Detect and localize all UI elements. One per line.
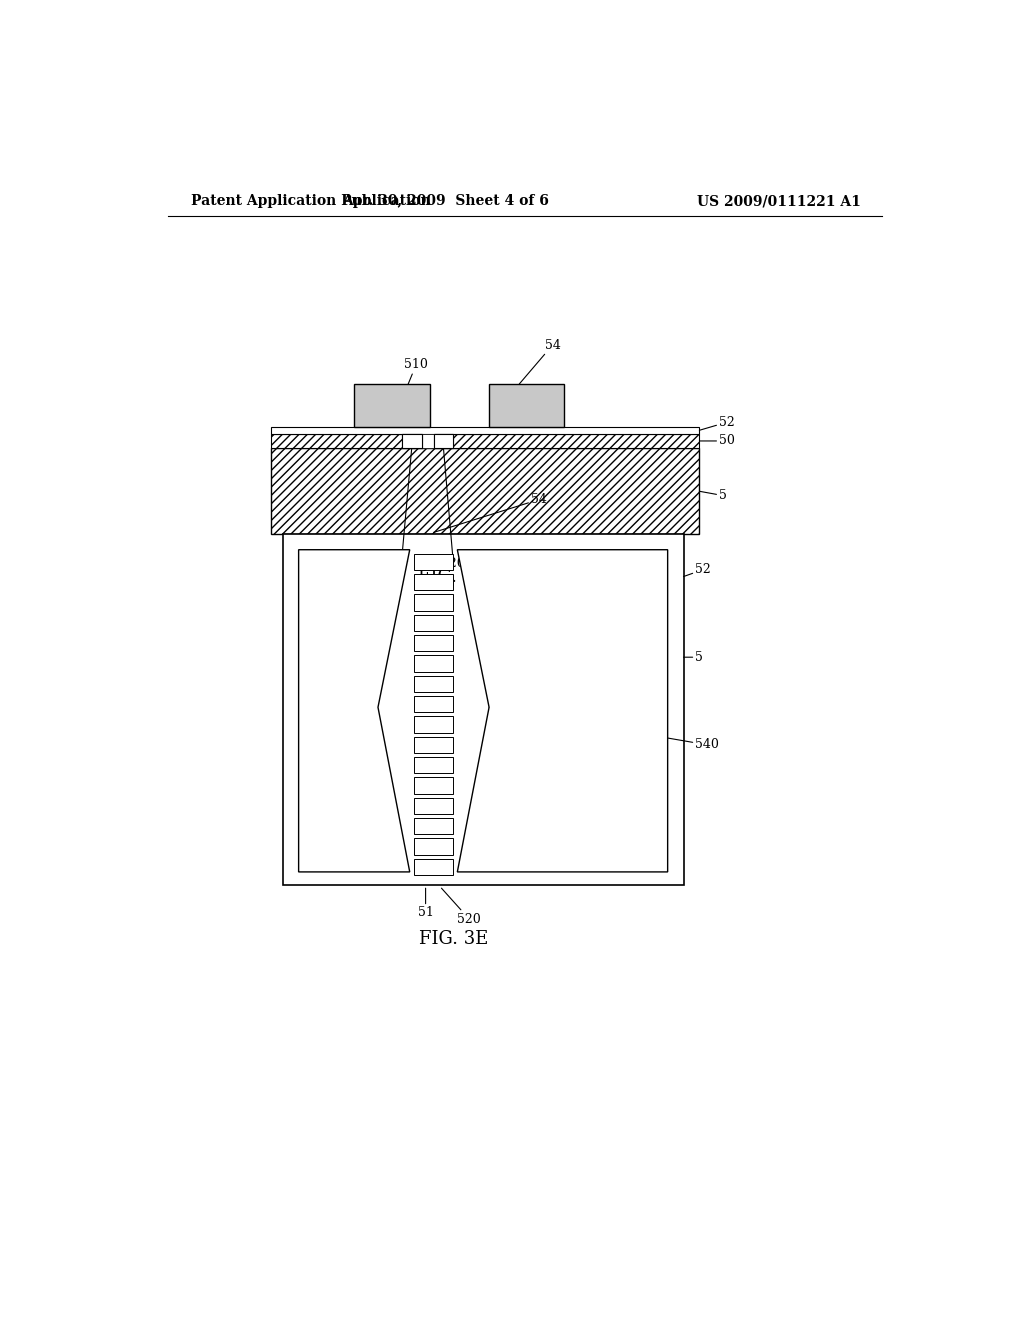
Bar	[414, 554, 454, 570]
Bar	[354, 384, 430, 426]
Text: 5: 5	[699, 490, 727, 502]
Text: 540: 540	[489, 708, 719, 751]
Text: 54: 54	[433, 492, 547, 532]
Text: Patent Application Publication: Patent Application Publication	[191, 194, 431, 209]
Bar	[414, 859, 454, 875]
Text: 52: 52	[699, 416, 735, 430]
Bar	[414, 818, 454, 834]
Bar	[414, 594, 454, 611]
Bar	[414, 696, 454, 713]
Text: Apr. 30, 2009  Sheet 4 of 6: Apr. 30, 2009 Sheet 4 of 6	[342, 194, 549, 209]
Bar	[414, 615, 454, 631]
Bar	[414, 574, 454, 590]
Bar	[489, 384, 564, 426]
Bar	[433, 434, 454, 447]
Bar	[414, 656, 454, 672]
Text: 51: 51	[418, 888, 433, 920]
Text: 54: 54	[519, 338, 560, 384]
Text: 50: 50	[699, 434, 735, 447]
Bar	[270, 447, 699, 535]
Text: US 2009/0111221 A1: US 2009/0111221 A1	[696, 194, 861, 209]
Bar	[401, 434, 422, 447]
Text: 520: 520	[441, 447, 465, 570]
Text: 51: 51	[394, 447, 412, 565]
Bar	[401, 434, 422, 447]
Bar	[414, 797, 454, 814]
Text: FIG. 3D: FIG. 3D	[418, 568, 488, 586]
Bar	[270, 434, 699, 447]
Text: FIG. 3E: FIG. 3E	[419, 931, 488, 948]
Bar	[433, 434, 454, 447]
Bar	[414, 676, 454, 692]
Bar	[414, 758, 454, 774]
Text: 52: 52	[684, 564, 712, 577]
Bar	[270, 426, 699, 434]
Bar	[414, 635, 454, 651]
Bar	[283, 535, 684, 886]
Polygon shape	[299, 549, 410, 873]
Bar	[401, 434, 454, 447]
Text: 520: 520	[441, 888, 481, 925]
Bar	[414, 777, 454, 793]
Text: 5: 5	[684, 651, 703, 664]
Bar	[414, 838, 454, 854]
Text: 510: 510	[399, 358, 428, 405]
Polygon shape	[458, 549, 668, 873]
Bar	[414, 737, 454, 752]
Bar	[414, 717, 454, 733]
